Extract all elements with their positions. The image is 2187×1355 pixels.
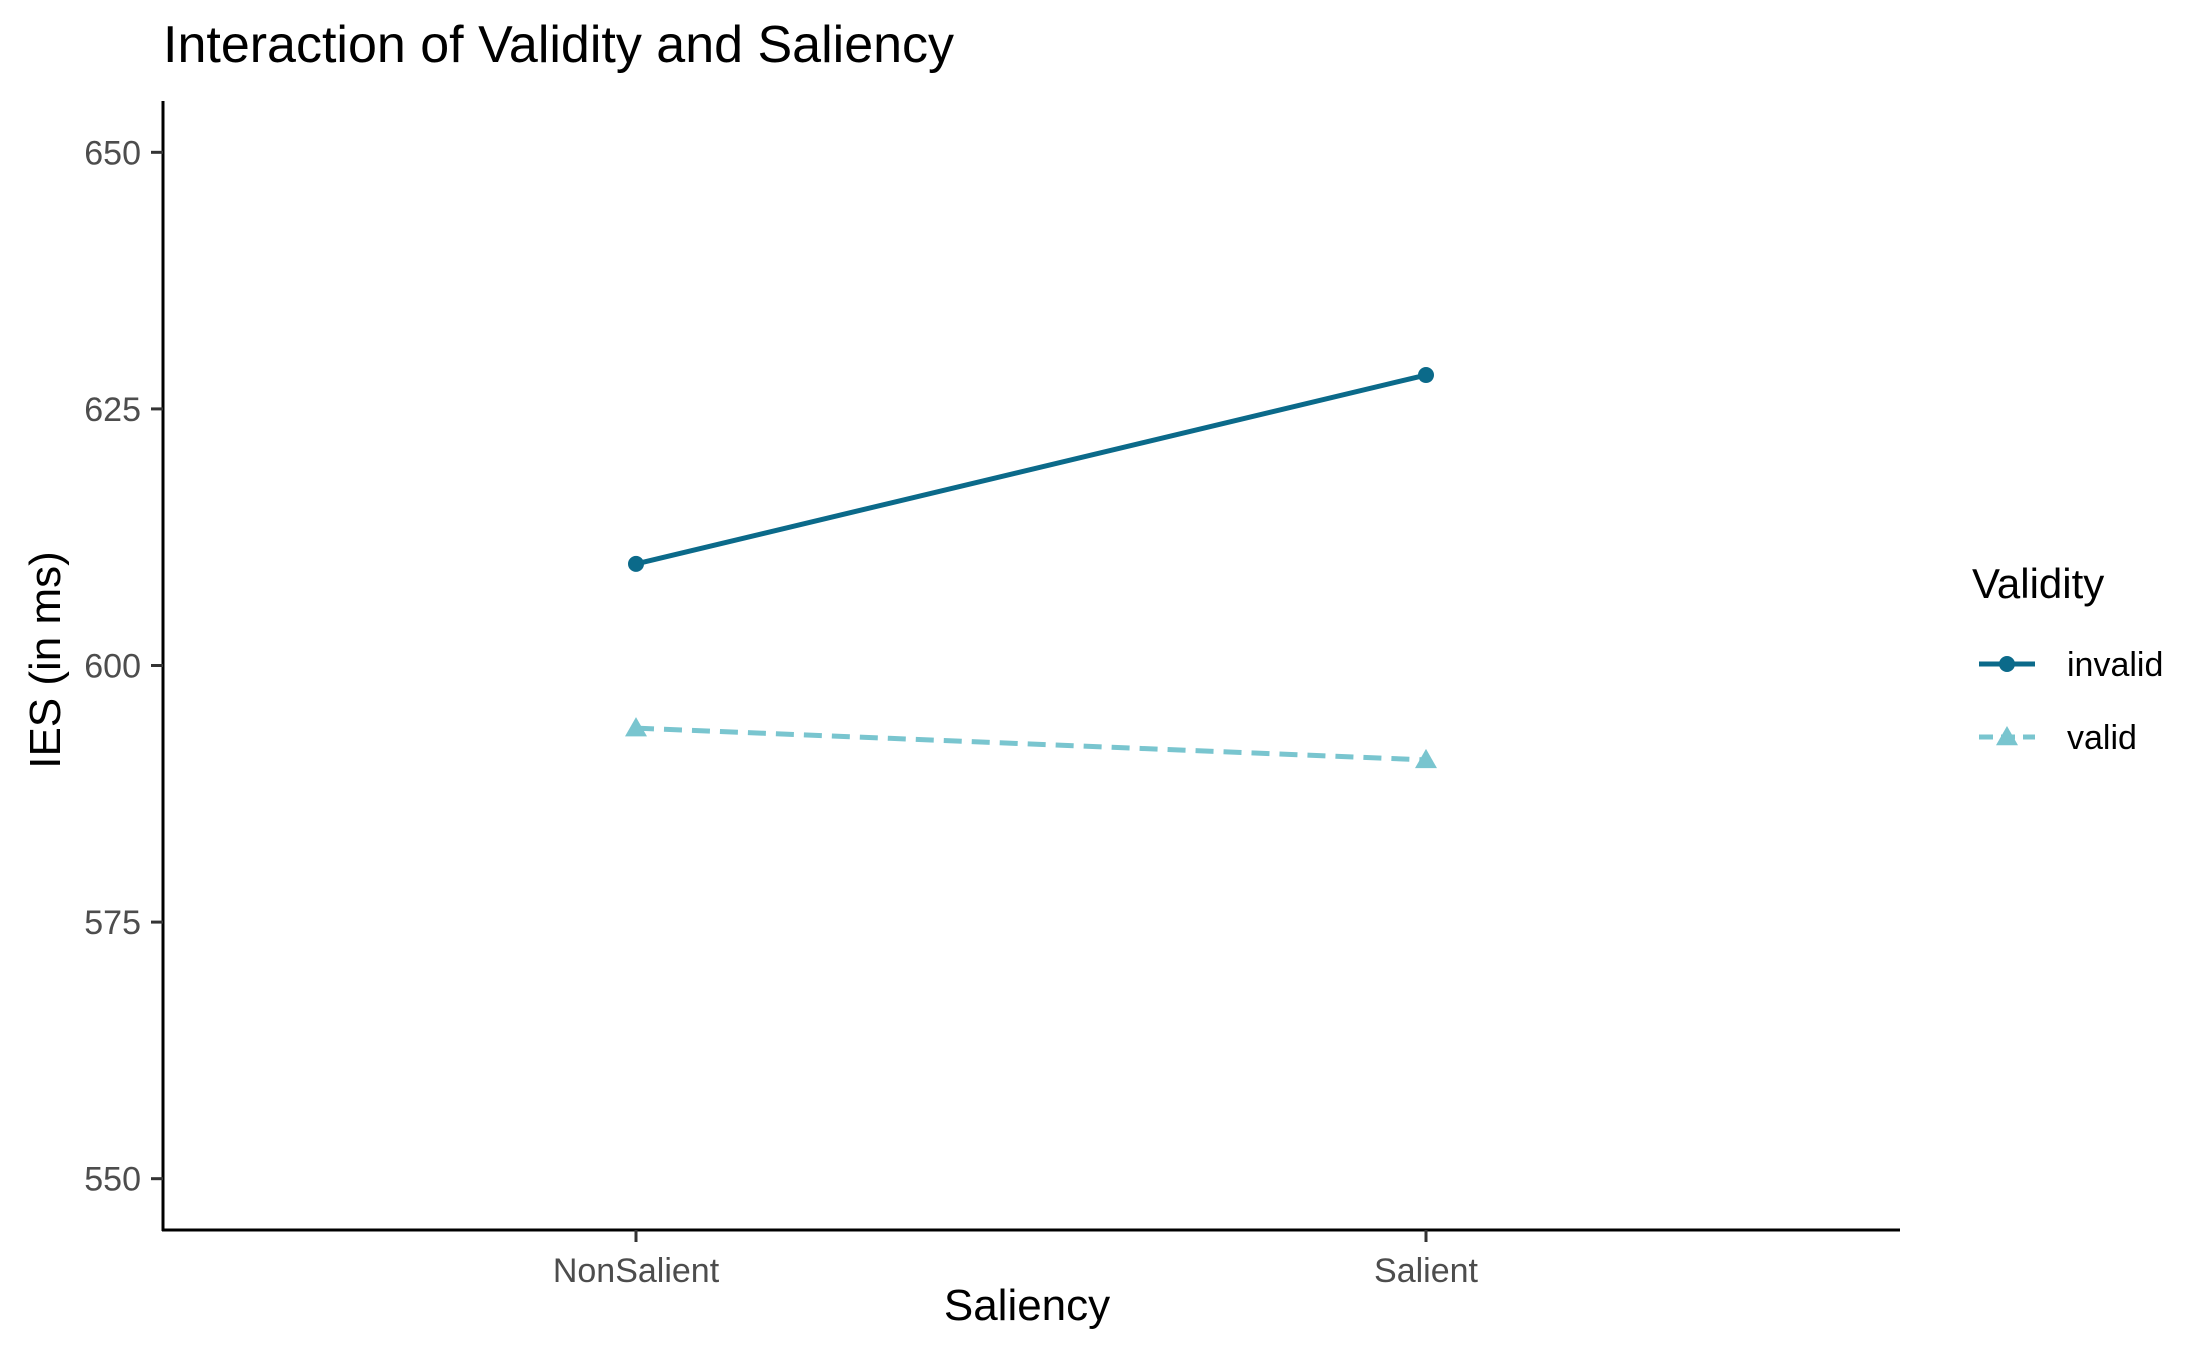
data-point-invalid [628, 555, 644, 572]
legend-item-valid: valid [1979, 719, 2137, 757]
series-line-invalid [635, 372, 1427, 567]
chart-title: Interaction of Validity and Saliency [163, 16, 954, 74]
y-tick-label: 550 [84, 1161, 141, 1199]
series-invalid [628, 367, 1434, 572]
legend-label: invalid [2067, 646, 2163, 684]
legend-label: valid [2067, 719, 2137, 757]
legend-key-marker [1999, 656, 2015, 672]
x-axis-title: Saliency [944, 1281, 1110, 1330]
x-tick-label: Salient [1374, 1252, 1479, 1290]
series-valid [625, 717, 1437, 769]
x-tick-label: NonSalient [553, 1252, 720, 1290]
series-layer [625, 367, 1437, 769]
x-ticks: NonSalient Salient [553, 1230, 1479, 1290]
y-tick-label: 650 [84, 134, 141, 172]
legend-items: invalid valid [1979, 646, 2163, 757]
data-point-invalid [1418, 367, 1434, 384]
y-ticks: 550 575 600 625 650 [84, 134, 163, 1199]
legend-item-invalid: invalid [1979, 646, 2163, 684]
data-point-valid [625, 717, 647, 737]
y-tick-label: 575 [84, 904, 141, 942]
legend-title: Validity [1972, 560, 2104, 607]
series-line-valid [635, 725, 1427, 763]
y-tick-label: 625 [84, 391, 141, 429]
data-point-valid [1415, 748, 1437, 769]
y-tick-label: 600 [84, 648, 141, 686]
y-axis-title: IES (in ms) [21, 551, 70, 769]
legend-key-marker [1996, 726, 2018, 746]
legend: Validity invalid valid [1972, 560, 2163, 757]
